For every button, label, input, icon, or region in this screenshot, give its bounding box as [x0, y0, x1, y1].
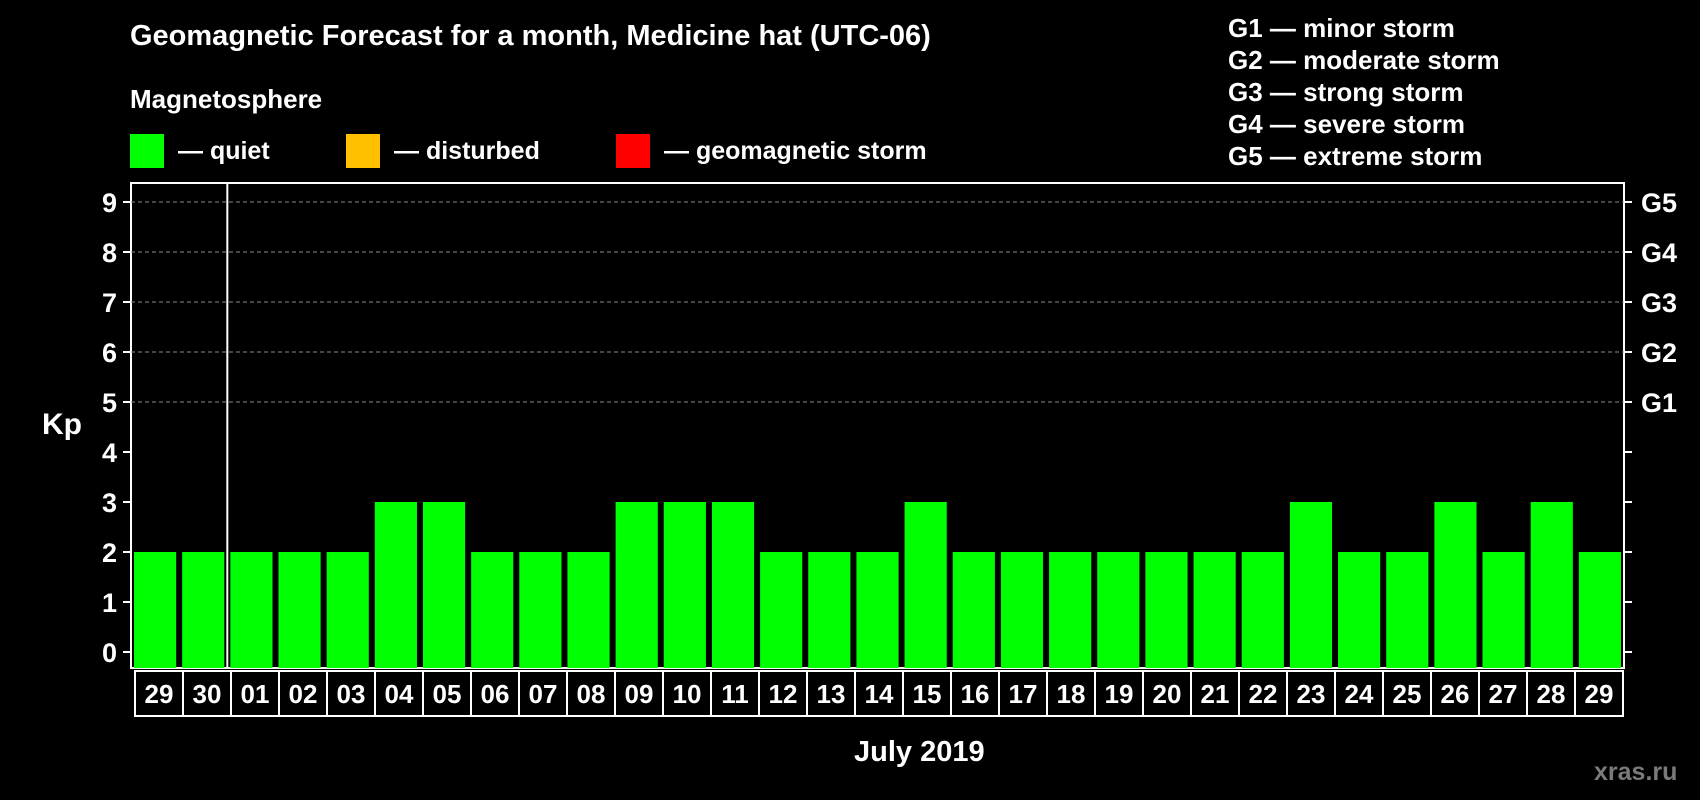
storm-level-g2: G2 — moderate storm: [1228, 45, 1500, 75]
y-tick-label: 7: [102, 288, 117, 318]
kp-bar: [471, 552, 514, 668]
x-tick-label: 20: [1153, 679, 1182, 709]
quiet-label: — quiet: [178, 136, 270, 165]
storm-level-g3: G3 — strong storm: [1228, 77, 1464, 107]
kp-bar: [519, 552, 562, 668]
kp-bar: [1241, 552, 1284, 668]
kp-bar: [1338, 552, 1381, 668]
x-tick-label: 13: [817, 679, 846, 709]
quiet-swatch: [130, 134, 164, 168]
disturbed-swatch: [346, 134, 380, 168]
kp-bar: [1145, 552, 1188, 668]
kp-bar: [1578, 552, 1621, 668]
disturbed-label: — disturbed: [394, 136, 540, 165]
x-tick-label: 25: [1393, 679, 1422, 709]
kp-bar: [374, 502, 417, 668]
storm-level-g5: G5 — extreme storm: [1228, 141, 1483, 171]
x-tick-label: 14: [865, 679, 894, 709]
kp-bar: [1434, 502, 1477, 668]
y-tick-label: 8: [102, 238, 117, 268]
kp-bar: [663, 502, 706, 668]
chart-title: Geomagnetic Forecast for a month, Medici…: [130, 20, 931, 52]
x-tick-label: 02: [289, 679, 318, 709]
x-tick-label: 07: [529, 679, 558, 709]
x-tick-label: 26: [1441, 679, 1470, 709]
x-tick-label: 10: [673, 679, 702, 709]
kp-bar: [278, 552, 321, 668]
storm-level-g1: G1 — minor storm: [1228, 13, 1455, 43]
date-axis-box: [134, 670, 1624, 717]
x-tick-label: 29: [145, 679, 174, 709]
x-tick-label: 08: [577, 679, 606, 709]
g-scale-label-g5: G5: [1641, 188, 1677, 218]
x-tick-label: 28: [1537, 679, 1566, 709]
x-tick-label: 17: [1009, 679, 1038, 709]
kp-bar: [422, 502, 466, 668]
y-tick-label: 5: [102, 388, 117, 418]
y-tick-label: 0: [102, 638, 117, 668]
kp-bar: [711, 502, 755, 668]
kp-bar: [952, 552, 995, 668]
kp-bar: [567, 552, 610, 668]
g-scale-label-g2: G2: [1641, 338, 1677, 368]
x-tick-label: 24: [1345, 679, 1374, 709]
x-tick-label: 18: [1057, 679, 1086, 709]
kp-bar: [326, 552, 369, 668]
y-tick-label: 6: [102, 338, 117, 368]
x-tick-label: 19: [1105, 679, 1134, 709]
kp-bar: [134, 552, 177, 668]
x-tick-label: 09: [625, 679, 654, 709]
storm-level-legend: G1 — minor storm G2 — moderate storm G3 …: [1228, 12, 1500, 172]
y-axis-label: Kp: [42, 408, 82, 441]
legend-quiet: — quiet: [130, 134, 270, 168]
x-tick-label: 27: [1489, 679, 1518, 709]
g-scale-label-g3: G3: [1641, 288, 1677, 318]
legend-disturbed: — disturbed: [346, 134, 540, 168]
kp-bar: [1530, 502, 1573, 668]
x-tick-label: 05: [433, 679, 462, 709]
kp-bar: [1386, 552, 1429, 668]
legend-storm: — geomagnetic storm: [616, 134, 927, 168]
x-tick-label: 29: [1585, 679, 1614, 709]
kp-bar: [1482, 552, 1525, 668]
y-tick-label: 9: [102, 188, 117, 218]
kp-bar: [1049, 552, 1092, 668]
x-tick-label: 06: [481, 679, 510, 709]
x-tick-label: 16: [961, 679, 990, 709]
x-tick-label: 04: [385, 679, 414, 709]
kp-bar: [808, 552, 851, 668]
kp-bar: [904, 502, 947, 668]
x-tick-label: 03: [337, 679, 366, 709]
kp-bar: [1193, 552, 1236, 668]
x-tick-label: 22: [1249, 679, 1278, 709]
g-scale-label-g4: G4: [1641, 238, 1677, 268]
x-tick-label: 15: [913, 679, 942, 709]
x-tick-label: 21: [1201, 679, 1230, 709]
watermark: xras.ru: [1594, 758, 1678, 786]
x-axis-label: July 2019: [854, 736, 985, 768]
storm-level-g4: G4 — severe storm: [1228, 109, 1466, 139]
kp-bar: [1289, 502, 1333, 668]
y-tick-label: 4: [102, 438, 117, 468]
g-scale-label-g1: G1: [1641, 388, 1677, 418]
kp-bar: [1000, 552, 1044, 668]
magnetosphere-label: Magnetosphere: [130, 84, 323, 114]
x-tick-label: 12: [769, 679, 798, 709]
storm-label: — geomagnetic storm: [664, 136, 927, 165]
storm-swatch: [616, 134, 650, 168]
y-tick-label: 1: [102, 588, 117, 618]
kp-bar: [230, 552, 273, 668]
kp-bar: [615, 502, 658, 668]
x-tick-label: 01: [241, 679, 270, 709]
x-tick-label: 30: [193, 679, 222, 709]
kp-bar: [182, 552, 225, 668]
kp-bar: [760, 552, 803, 668]
x-tick-label: 11: [721, 679, 749, 709]
kp-bar: [1097, 552, 1140, 668]
kp-bar: [856, 552, 899, 668]
y-tick-label: 2: [102, 538, 117, 568]
x-tick-label: 23: [1297, 679, 1326, 709]
y-tick-label: 3: [102, 488, 117, 518]
